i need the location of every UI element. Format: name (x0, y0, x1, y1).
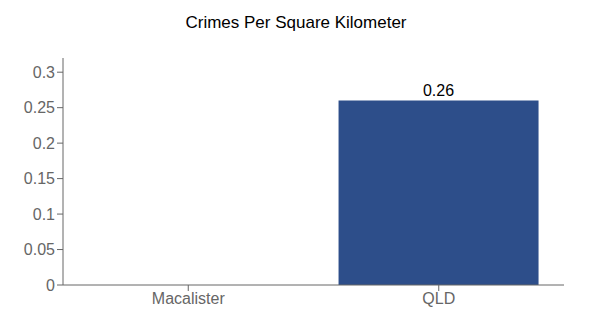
svg-text:0.26: 0.26 (423, 82, 454, 99)
svg-text:QLD: QLD (422, 290, 455, 307)
svg-text:0.2: 0.2 (33, 135, 55, 152)
svg-text:0.1: 0.1 (33, 206, 55, 223)
svg-text:0.05: 0.05 (24, 241, 55, 258)
svg-text:0.3: 0.3 (33, 64, 55, 81)
svg-text:0.15: 0.15 (24, 170, 55, 187)
svg-text:0: 0 (46, 277, 55, 294)
svg-text:Macalister: Macalister (152, 290, 226, 307)
svg-text:0.25: 0.25 (24, 99, 55, 116)
html-text:Crimes Per Square Kilometer: Crimes Per Square Kilometer (185, 13, 407, 32)
